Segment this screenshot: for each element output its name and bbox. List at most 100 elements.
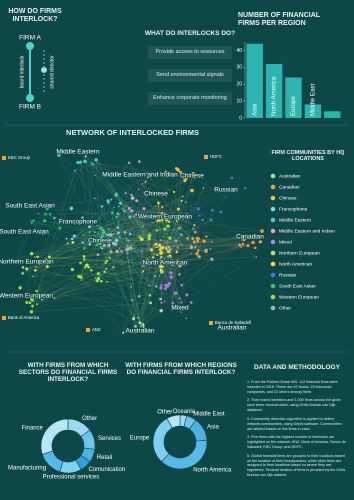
network-node: [93, 230, 96, 234]
network-edge: [171, 200, 182, 311]
network-edge: [106, 196, 183, 269]
network-node: [141, 265, 144, 268]
network-node: [51, 296, 53, 298]
network-node: [116, 212, 120, 216]
network-edge: [72, 162, 130, 243]
network-edge: [107, 183, 143, 201]
network-edge: [36, 290, 162, 311]
network-node: [170, 256, 172, 259]
network-edge: [197, 208, 199, 242]
network-edge: [100, 240, 157, 244]
network-edge: [137, 226, 144, 318]
network-edge: [48, 204, 176, 241]
network-edge: [157, 236, 244, 256]
network-edge: [131, 286, 157, 301]
network-edge: [102, 228, 194, 237]
network-edge: [108, 202, 110, 258]
network-edge: [118, 228, 180, 234]
network-edge: [107, 200, 122, 252]
network-edge: [139, 217, 158, 323]
y-tick-label: 0: [239, 115, 242, 121]
network-node: [128, 246, 133, 250]
function-item: Provide access to resources: [148, 46, 232, 59]
network-edge: [169, 219, 203, 284]
network-node: [175, 250, 178, 254]
bar-label: North America: [271, 76, 278, 116]
network-node: [158, 243, 162, 247]
network-node: [42, 234, 44, 236]
network-node: [104, 261, 107, 265]
network-edge: [136, 200, 195, 226]
network-edge: [112, 212, 157, 287]
network-edge: [139, 161, 178, 221]
legend-swatch: [270, 184, 276, 190]
network-node: [157, 212, 160, 214]
network-node: [198, 214, 201, 217]
network-edge: [82, 162, 130, 218]
cluster-label: Francophone: [59, 219, 98, 226]
network-node: [154, 242, 158, 246]
network-node: [171, 309, 173, 312]
network-edge: [178, 213, 188, 229]
network-node: [191, 172, 195, 176]
network-node: [171, 302, 175, 305]
network-edge: [129, 162, 182, 235]
network-node: [137, 188, 140, 191]
network-node: [137, 328, 140, 332]
network-node: [148, 284, 151, 287]
network-edge: [72, 238, 166, 264]
network-node: [96, 253, 100, 257]
network-edge: [164, 228, 196, 233]
network-node: [153, 253, 155, 255]
network-edge: [97, 250, 121, 281]
network-node: [230, 176, 234, 180]
network-edge: [128, 162, 171, 253]
network-node: [30, 221, 33, 224]
network-edge: [22, 256, 257, 268]
network-node: [102, 243, 106, 247]
legend-label: South East Asian: [279, 283, 316, 289]
network-edge: [176, 188, 204, 252]
network-node: [103, 270, 106, 274]
network-edge: [44, 199, 112, 295]
bar: [324, 111, 341, 118]
legend-label: Australian: [279, 173, 301, 179]
network-edge: [37, 228, 165, 257]
network-edge: [116, 194, 207, 252]
network-node: [211, 240, 214, 243]
network-node: [157, 205, 159, 208]
network-node: [192, 240, 196, 244]
legend-label: Other: [279, 305, 291, 311]
cluster-label: Mixed: [171, 305, 189, 312]
network-edge: [134, 261, 162, 332]
network-node: [105, 267, 108, 270]
network-node: [99, 226, 103, 230]
network-edge: [143, 243, 157, 272]
network-node: [21, 272, 24, 275]
methodology-item: 5. Global financial firms are grouped to…: [247, 453, 346, 477]
network-edge: [128, 226, 169, 241]
network-edge: [99, 243, 242, 248]
network-edge: [85, 156, 160, 221]
network-edge: [31, 170, 75, 312]
network-node: [31, 299, 34, 302]
network-edge: [105, 232, 119, 263]
network-node: [44, 258, 47, 261]
network-node: [117, 205, 120, 208]
network-edge: [145, 215, 263, 232]
network-node: [157, 216, 161, 219]
network-edge: [82, 199, 112, 243]
network-edge: [102, 208, 130, 249]
network-edge: [45, 213, 99, 255]
network-node: [159, 297, 162, 301]
network-node: [43, 219, 47, 223]
network-edge: [100, 240, 136, 327]
donut-label: Other: [82, 416, 97, 422]
bar: [265, 63, 283, 118]
network-node: [79, 261, 82, 265]
network-node: [141, 183, 144, 185]
network-node: [100, 239, 102, 242]
network-node: [155, 205, 157, 207]
network-node: [113, 206, 115, 209]
